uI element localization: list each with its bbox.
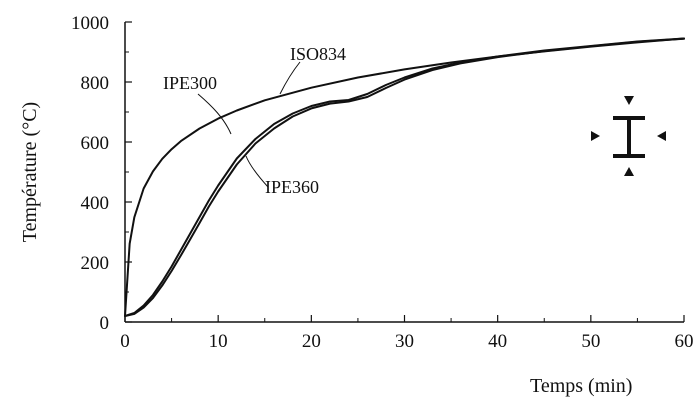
- heat-arrow-top-icon: [624, 96, 634, 105]
- heat-arrow-left-icon: [591, 131, 600, 141]
- series-layer: [124, 37, 685, 317]
- iso834-label: ISO834: [290, 44, 346, 64]
- i-beam-top-flange: [613, 116, 645, 120]
- plot-area: 0 10 20 30 40 50 60 0 200 400 600 800 1000 ISO834 I…: [19, 13, 694, 397]
- heat-arrow-right-icon: [657, 131, 666, 141]
- i-beam-bottom-flange: [613, 154, 645, 158]
- y-tick-label-600: 600: [81, 133, 110, 154]
- x-tick-label-50: 50: [581, 331, 600, 352]
- x-tick-label-20: 20: [302, 331, 321, 352]
- x-tick-label-10: 10: [209, 331, 228, 352]
- ipe360-leader-line: [245, 155, 269, 188]
- y-tick-label-800: 800: [81, 73, 110, 94]
- ipe300-label: IPE300: [163, 73, 217, 93]
- series-line-ipe360: [124, 37, 685, 317]
- x-tick-label-40: 40: [488, 331, 507, 352]
- x-tick-label-60: 60: [675, 331, 694, 352]
- x-tick-label-30: 30: [395, 331, 414, 352]
- i-beam-web: [627, 120, 631, 154]
- ipe300-leader-line: [197, 93, 232, 135]
- x-axis-ticks: 0 10 20 30 40 50 60: [120, 315, 694, 352]
- heat-arrow-bottom-icon: [624, 167, 634, 176]
- i-beam-icon: [591, 96, 666, 176]
- iso834-leader-line: [279, 61, 301, 95]
- x-axis-title: Temps (min): [530, 375, 632, 397]
- x-tick-label-0: 0: [120, 331, 130, 352]
- y-tick-label-0: 0: [100, 313, 110, 334]
- label-leader-lines: [197, 61, 301, 188]
- y-axis-title: Température (°C): [19, 102, 41, 242]
- y-tick-label-1000: 1000: [71, 13, 109, 34]
- y-tick-label-200: 200: [81, 253, 110, 274]
- ipe360-label: IPE360: [265, 177, 319, 197]
- y-axis-ticks: 0 200 400 600 800 1000: [71, 13, 132, 334]
- y-tick-label-400: 400: [81, 193, 110, 214]
